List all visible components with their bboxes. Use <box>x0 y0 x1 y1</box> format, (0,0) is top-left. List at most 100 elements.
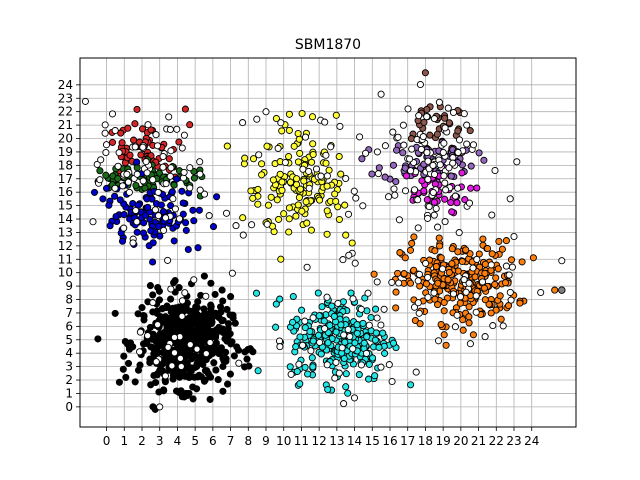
data-point <box>381 173 389 181</box>
data-point <box>301 133 310 141</box>
data-point <box>285 110 293 118</box>
data-point <box>298 306 306 314</box>
data-point <box>159 208 167 216</box>
data-point <box>326 321 334 329</box>
data-point <box>207 301 215 309</box>
data-point <box>112 212 120 221</box>
data-point <box>132 206 140 215</box>
data-point <box>345 251 353 259</box>
data-point <box>173 175 181 183</box>
data-point <box>430 115 438 123</box>
data-point <box>317 350 325 358</box>
data-point <box>336 122 344 130</box>
data-point <box>350 187 358 195</box>
data-point <box>154 321 162 329</box>
data-point <box>171 205 179 213</box>
data-point <box>328 302 336 310</box>
y-tick-label: 19 <box>58 145 73 159</box>
data-point <box>309 337 317 345</box>
data-point <box>439 148 447 157</box>
data-point <box>312 165 321 173</box>
data-point <box>472 292 480 300</box>
data-point <box>120 352 128 360</box>
data-point <box>434 223 442 231</box>
y-tick-label: 12 <box>58 239 73 253</box>
x-tick-label: 4 <box>174 434 182 448</box>
data-point <box>414 299 422 307</box>
data-point <box>170 279 178 287</box>
data-point <box>322 151 330 159</box>
data-point <box>455 136 464 144</box>
data-point <box>351 339 359 347</box>
data-point <box>160 226 168 234</box>
data-point <box>456 293 465 301</box>
data-point <box>119 365 127 373</box>
data-point <box>263 220 271 228</box>
data-point <box>335 152 343 161</box>
data-point <box>90 188 99 196</box>
data-point <box>213 193 221 201</box>
data-point <box>399 121 407 129</box>
data-point <box>223 337 231 345</box>
data-point <box>340 400 348 408</box>
data-point <box>277 119 285 127</box>
data-point <box>190 217 198 225</box>
data-point <box>149 291 157 299</box>
data-point <box>374 170 382 178</box>
data-point <box>331 374 339 382</box>
data-point <box>161 372 169 380</box>
data-point <box>294 201 302 209</box>
data-point <box>507 296 515 304</box>
data-point <box>133 218 141 226</box>
data-point <box>175 215 184 223</box>
data-point <box>441 195 449 203</box>
data-point <box>309 363 317 371</box>
data-point <box>459 316 467 324</box>
data-point <box>152 131 160 139</box>
data-point <box>180 131 188 139</box>
data-point <box>219 297 227 305</box>
data-point <box>332 358 340 366</box>
data-point <box>375 164 383 172</box>
data-point <box>202 292 210 300</box>
data-point <box>453 199 461 207</box>
data-point <box>481 333 489 341</box>
data-point <box>278 178 286 186</box>
data-point <box>96 167 104 175</box>
data-point <box>289 292 297 301</box>
data-point <box>246 345 254 353</box>
data-point <box>149 299 157 307</box>
data-point <box>177 387 185 395</box>
data-point <box>198 337 206 345</box>
data-point <box>321 325 329 333</box>
data-point <box>223 305 231 313</box>
data-point <box>408 239 416 247</box>
data-point <box>200 272 208 280</box>
data-point <box>169 195 177 203</box>
data-point <box>332 328 340 336</box>
data-point <box>489 322 497 330</box>
data-point <box>272 114 280 123</box>
data-point <box>487 309 495 317</box>
data-point <box>449 108 458 117</box>
data-point <box>189 206 197 214</box>
data-point <box>169 371 177 379</box>
data-point <box>296 149 304 157</box>
data-point <box>362 349 371 357</box>
data-point <box>294 158 302 166</box>
data-point <box>195 206 203 214</box>
data-point <box>351 259 359 267</box>
data-point <box>228 269 236 277</box>
data-point <box>223 331 231 339</box>
data-point <box>377 90 385 98</box>
x-tick-label: 8 <box>244 434 252 448</box>
data-point <box>306 327 314 336</box>
data-point <box>472 308 480 316</box>
data-point <box>245 362 253 370</box>
data-point <box>458 257 466 266</box>
data-point <box>342 174 350 183</box>
data-point <box>295 193 303 202</box>
data-point <box>111 192 119 200</box>
data-point <box>154 188 162 196</box>
data-point <box>224 380 232 388</box>
